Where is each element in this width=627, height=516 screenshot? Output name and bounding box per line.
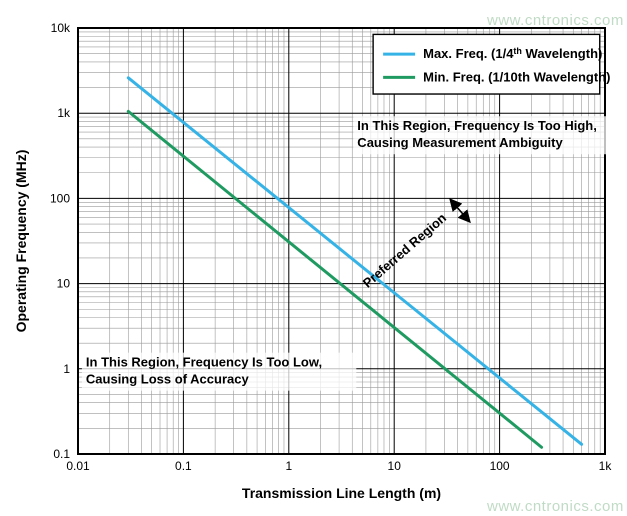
y-tick-label: 1 (63, 362, 70, 376)
annot-line: In This Region, Frequency Is Too High, (357, 118, 597, 133)
annot-line: In This Region, Frequency Is Too Low, (86, 355, 322, 370)
x-tick-label: 0.01 (66, 459, 90, 473)
x-tick-label: 1 (285, 459, 292, 473)
x-tick-label: 10 (388, 459, 402, 473)
annot-line: Causing Measurement Ambiguity (357, 135, 563, 150)
legend: Max. Freq. (1/4th Wavelength) Min. Freq. … (373, 34, 610, 94)
y-tick-label: 1k (57, 106, 71, 120)
legend-label: Min. Freq. (1/10th Wavelength) (423, 69, 610, 84)
y-tick-label: 0.1 (53, 447, 70, 461)
legend-label: Max. Freq. (1/4th Wavelength) (423, 46, 602, 61)
x-tick-label: 100 (490, 459, 510, 473)
y-tick-label: 10 (57, 277, 71, 291)
x-tick-label: 1k (599, 459, 613, 473)
annot-line: Causing Loss of Accuracy (86, 372, 250, 387)
y-axis-title: Operating Frequency (MHz) (13, 150, 29, 333)
y-tick-label: 10k (51, 21, 71, 35)
stage: www.cntronics.com www.cntronics.com 0.01… (0, 0, 627, 516)
x-axis-title: Transmission Line Length (m) (242, 485, 441, 501)
region-high: In This Region, Frequency Is Too High, Ca… (353, 116, 627, 154)
region-low: In This Region, Frequency Is Too Low, Cau… (82, 353, 356, 391)
chart: 0.010.11101001k0.11101001k10kTransmissio… (0, 0, 627, 516)
y-tick-label: 100 (50, 191, 70, 205)
x-tick-label: 0.1 (175, 459, 192, 473)
